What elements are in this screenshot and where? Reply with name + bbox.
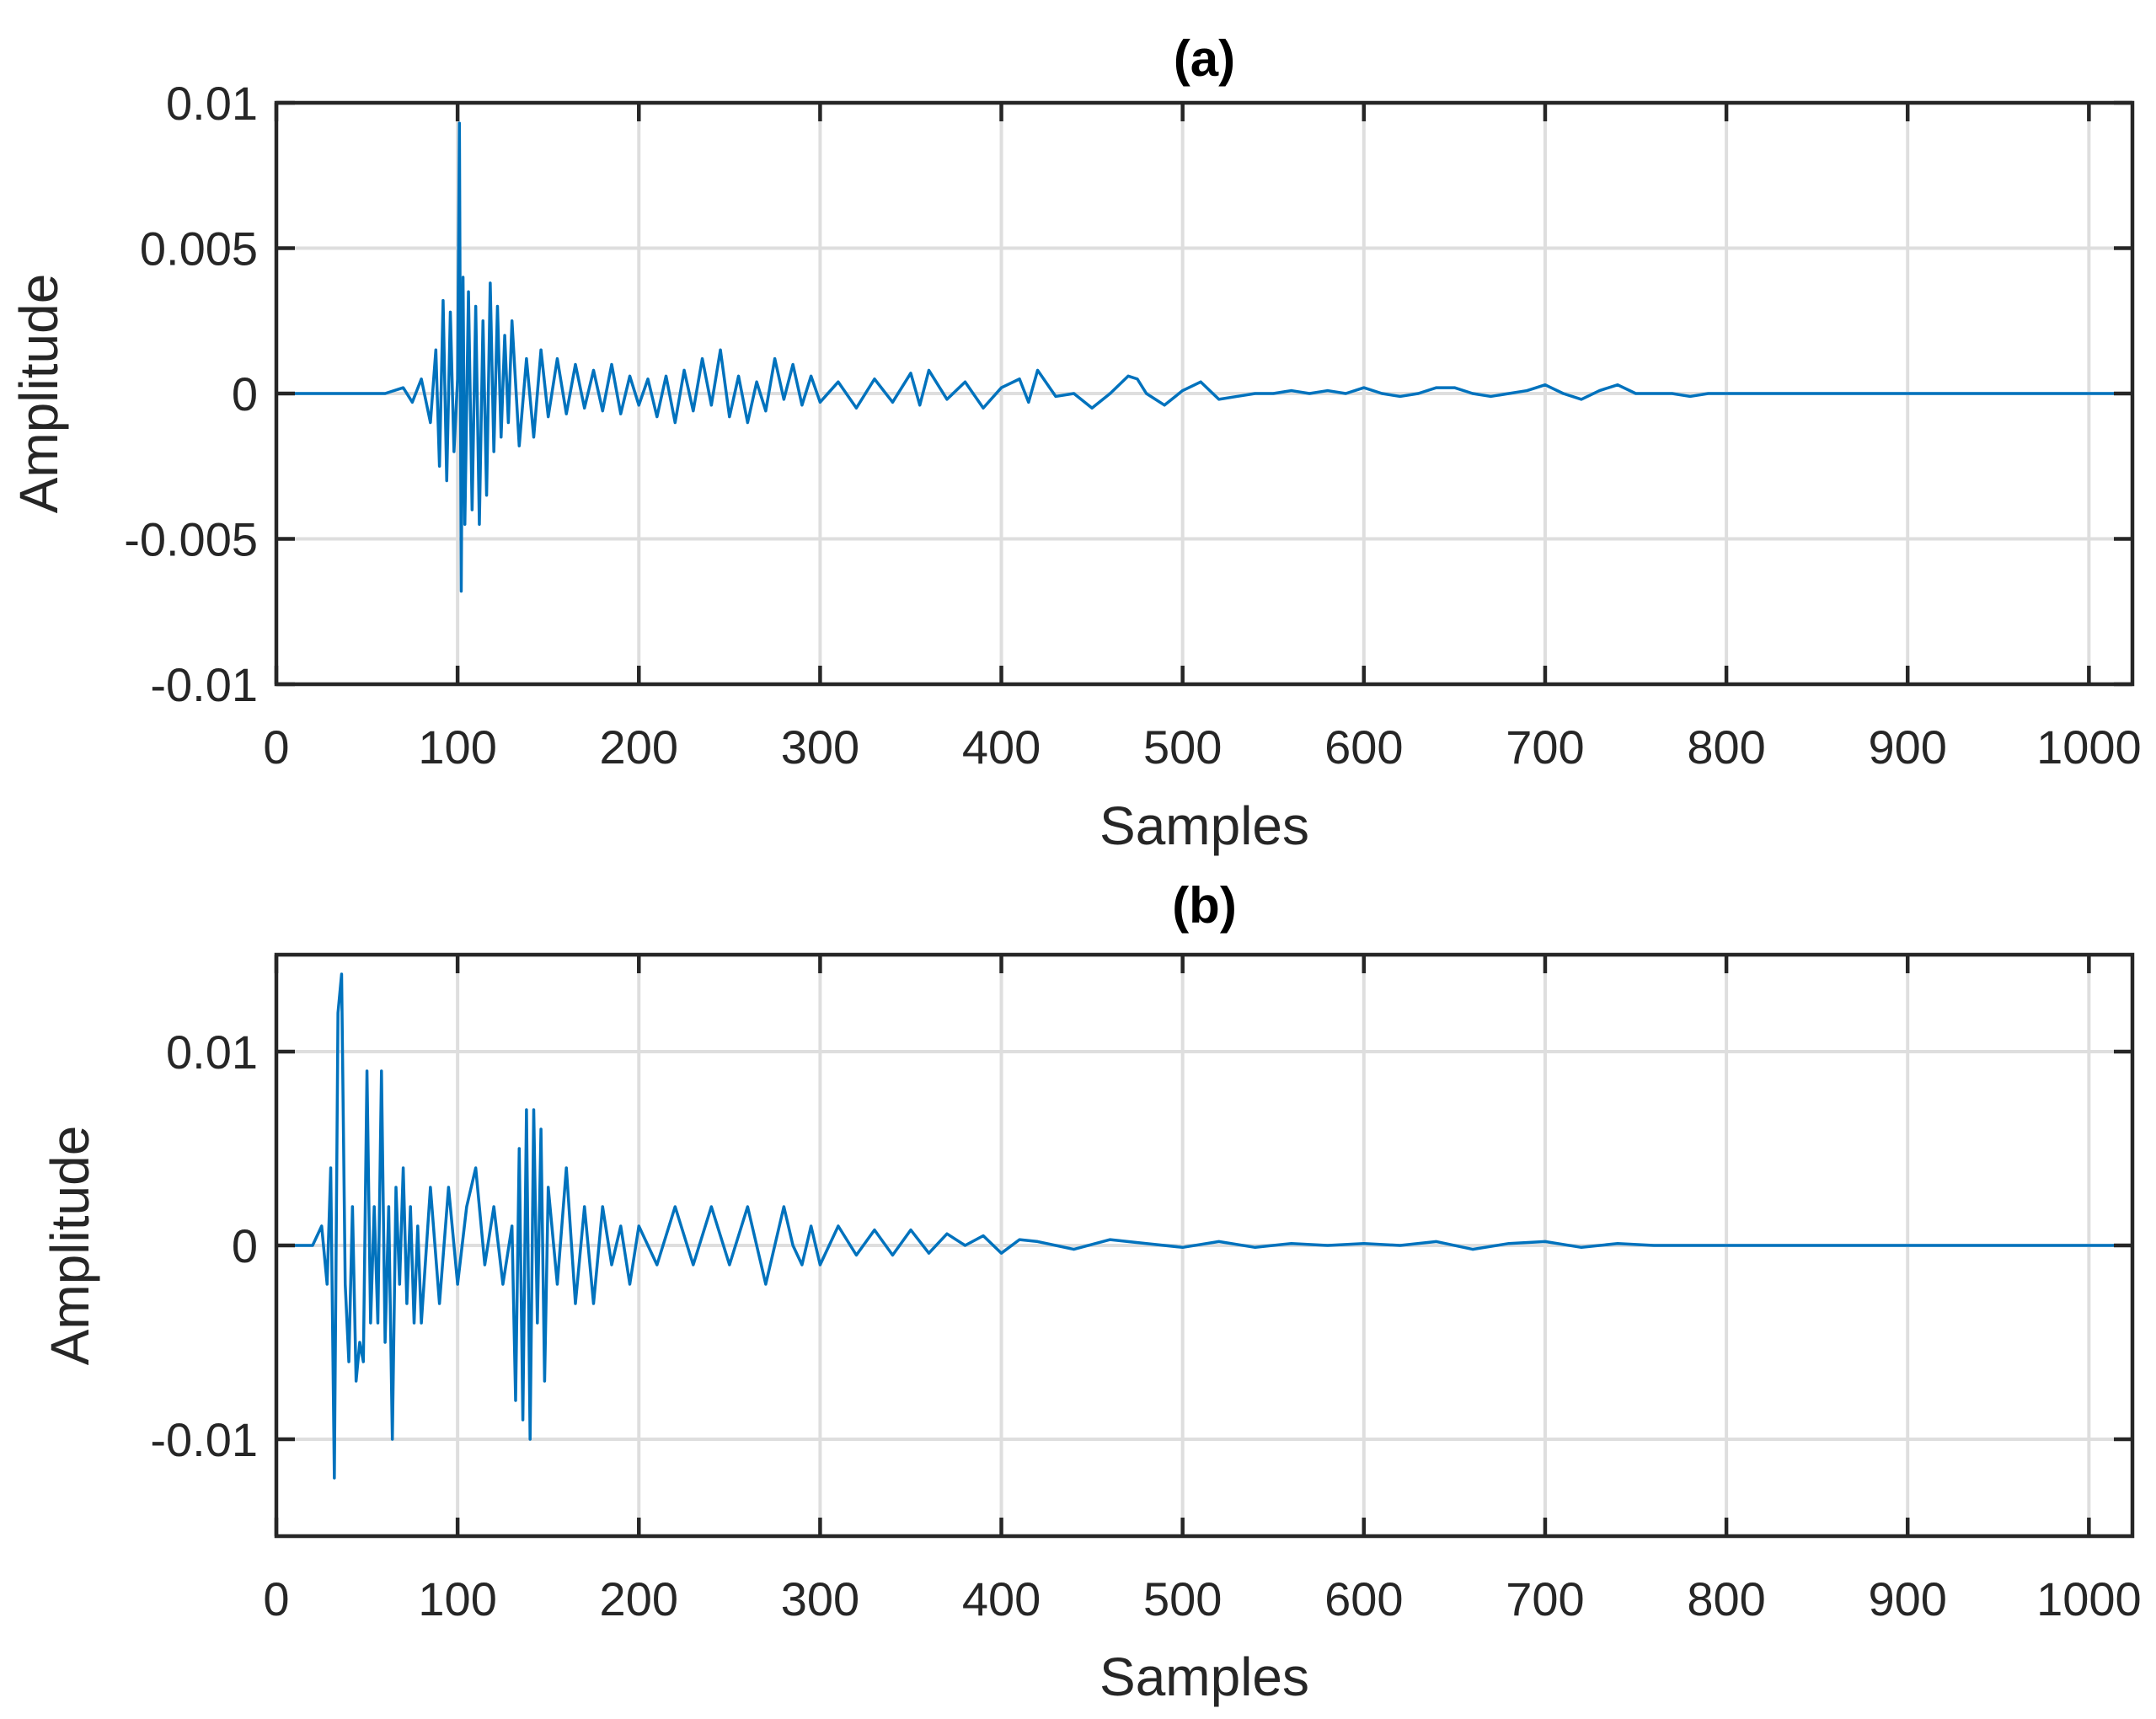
series-line-signal-b (276, 972, 2132, 1480)
y-tick-label-a-1: 0.005 (140, 222, 258, 276)
x-tick-label-a-900: 900 (1869, 720, 1947, 774)
x-tick-label-b-700: 700 (1506, 1572, 1584, 1625)
x-tick-label-a-200: 200 (600, 720, 678, 774)
chart-title-a: (a) (1174, 30, 1235, 87)
x-tick-label-b-100: 100 (418, 1572, 496, 1625)
x-axis-a: 0 100 200 300 400 500 600 700 800 900 1000 (263, 103, 2142, 774)
y-tick-label-a-0: 0.01 (166, 77, 258, 130)
y-tick-label-a-3: -0.005 (124, 513, 258, 566)
x-tick-label-b-400: 400 (962, 1572, 1041, 1625)
x-tick-label-b-1000: 1000 (2036, 1572, 2142, 1625)
x-tick-label-a-400: 400 (962, 720, 1041, 774)
y-axis-a: 0.01 0.005 0 -0.005 -0.01 (124, 77, 2132, 711)
x-tick-label-b-600: 600 (1324, 1572, 1403, 1625)
y-tick-label-b-0: 0.01 (166, 1026, 258, 1079)
x-tick-label-a-800: 800 (1687, 720, 1765, 774)
y-axis-label-b: Amplitude (40, 1126, 100, 1366)
x-tick-label-b-500: 500 (1143, 1572, 1222, 1625)
y-tick-label-a-4: -0.01 (150, 658, 258, 711)
x-tick-label-a-300: 300 (781, 720, 859, 774)
y-tick-label-b-2: -0.01 (150, 1413, 258, 1466)
x-tick-label-a-0: 0 (263, 720, 289, 774)
y-axis-b: 0.01 0 -0.01 (150, 1026, 2132, 1466)
x-tick-label-a-1000: 1000 (2036, 720, 2142, 774)
y-tick-label-a-2: 0 (232, 367, 258, 420)
x-tick-label-b-900: 900 (1869, 1572, 1947, 1625)
y-axis-label-a: Amplitude (8, 274, 69, 514)
x-axis-b: 0 100 200 300 400 500 600 700 800 900 1000 (263, 955, 2142, 1625)
subplot-a: 0 100 200 300 400 500 600 700 800 900 1000 0.01 0.00… (8, 30, 2142, 856)
subplot-b: 0 100 200 300 400 500 600 700 800 900 1000 0.01 0 -0.… (40, 877, 2142, 1707)
chart-title-b: (b) (1172, 877, 1237, 934)
x-tick-label-b-300: 300 (781, 1572, 859, 1625)
x-tick-label-a-500: 500 (1143, 720, 1222, 774)
x-tick-label-a-700: 700 (1506, 720, 1584, 774)
x-tick-label-b-800: 800 (1687, 1572, 1765, 1625)
x-tick-label-a-600: 600 (1324, 720, 1403, 774)
x-tick-label-b-0: 0 (263, 1572, 289, 1625)
x-tick-label-a-100: 100 (418, 720, 496, 774)
series-line-signal-a (276, 121, 2132, 593)
x-axis-label-b: Samples (1099, 1647, 1309, 1707)
y-tick-label-b-1: 0 (232, 1219, 258, 1272)
x-axis-label-a: Samples (1099, 795, 1309, 856)
x-tick-label-b-200: 200 (600, 1572, 678, 1625)
